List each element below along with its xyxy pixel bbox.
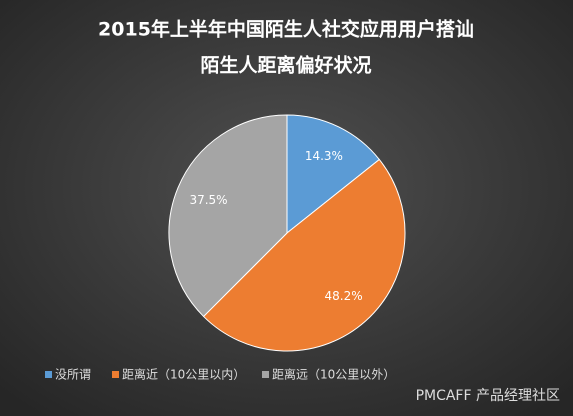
pie-slice — [168, 114, 288, 318]
legend-label: 没所谓 — [55, 367, 91, 382]
legend-label: 距离近（10公里以内） — [122, 367, 245, 382]
legend-swatch — [262, 371, 269, 378]
data-label: 14.3% — [305, 149, 343, 163]
pie-slice — [286, 114, 381, 235]
legend-label: 距离远（10公里以外） — [272, 367, 395, 382]
data-label: 48.2% — [325, 289, 363, 303]
chart-title: 2015年上半年中国陌生人社交应用用户搭讪 — [98, 18, 474, 41]
data-label: 37.5% — [189, 193, 227, 207]
chart-title: 陌生人距离偏好状况 — [200, 54, 371, 77]
legend-swatch — [45, 371, 52, 378]
watermark: PMCAFF 产品经理社区 — [416, 388, 560, 404]
legend-swatch — [112, 371, 119, 378]
pie-slice — [202, 158, 406, 352]
